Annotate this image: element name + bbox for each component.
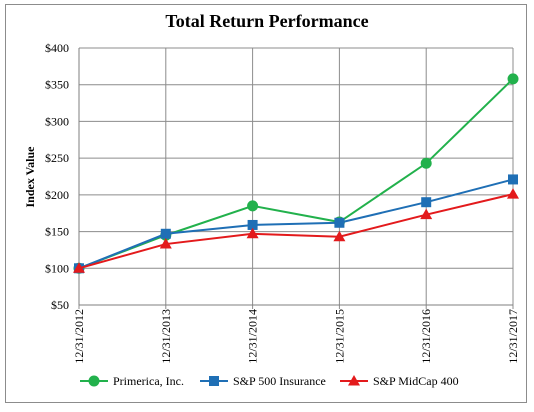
data-point bbox=[247, 219, 258, 230]
data-point bbox=[508, 174, 518, 185]
legend-label: Primerica, Inc. bbox=[113, 374, 184, 388]
legend-label: S&P 500 Insurance bbox=[233, 374, 326, 388]
data-point bbox=[420, 157, 432, 169]
legend-entry: S&P MidCap 400 bbox=[340, 374, 459, 388]
legend: Primerica, Inc. S&P 500 Insurance S&P MidC… bbox=[80, 374, 459, 388]
series-2 bbox=[73, 188, 519, 273]
legend-entry: Primerica, Inc. bbox=[80, 374, 184, 388]
y-tick-label: $350 bbox=[45, 78, 69, 92]
data-point bbox=[421, 197, 432, 208]
y-tick-label: $150 bbox=[45, 225, 69, 239]
data-point bbox=[73, 262, 85, 273]
y-tick-label: $50 bbox=[51, 298, 69, 312]
legend-marker bbox=[348, 375, 360, 386]
y-tick-label: $250 bbox=[45, 151, 69, 165]
data-point bbox=[246, 227, 259, 239]
y-tick-label: $300 bbox=[45, 114, 69, 128]
legend-entry: S&P 500 Insurance bbox=[200, 374, 326, 388]
chart-frame bbox=[5, 4, 527, 403]
series-line bbox=[78, 178, 514, 270]
x-tick-label: 12/31/2012 bbox=[72, 309, 86, 364]
x-tick-label: 12/31/2016 bbox=[419, 309, 433, 364]
legend-label: S&P MidCap 400 bbox=[373, 374, 459, 388]
y-tick-label: $400 bbox=[45, 41, 69, 55]
data-point bbox=[420, 208, 433, 220]
data-point bbox=[160, 228, 171, 239]
data-point bbox=[334, 217, 345, 228]
data-point bbox=[247, 200, 259, 212]
x-tick-label: 12/31/2013 bbox=[159, 309, 173, 364]
series-line bbox=[78, 193, 514, 270]
data-point bbox=[507, 188, 519, 199]
chart-title: Total Return Performance bbox=[165, 11, 368, 31]
axes: $50 $100 $150 $200 $250 $300 $350 $400 12/31/201… bbox=[45, 41, 520, 364]
series-lines bbox=[73, 73, 519, 274]
x-tick-label: 12/31/2017 bbox=[506, 309, 520, 364]
x-tick-label: 12/31/2015 bbox=[332, 309, 346, 364]
y-tick-label: $200 bbox=[45, 188, 69, 202]
legend-marker bbox=[88, 375, 100, 387]
gridlines bbox=[78, 47, 514, 306]
series-1 bbox=[74, 174, 518, 274]
y-tick-label: $100 bbox=[45, 261, 69, 275]
y-axis-label: Index Value bbox=[23, 146, 37, 208]
legend-marker bbox=[209, 376, 219, 386]
data-point bbox=[159, 238, 172, 249]
series-line bbox=[78, 78, 514, 270]
data-point bbox=[507, 73, 519, 85]
x-tick-label: 12/31/2014 bbox=[246, 309, 260, 364]
data-point bbox=[333, 230, 346, 242]
